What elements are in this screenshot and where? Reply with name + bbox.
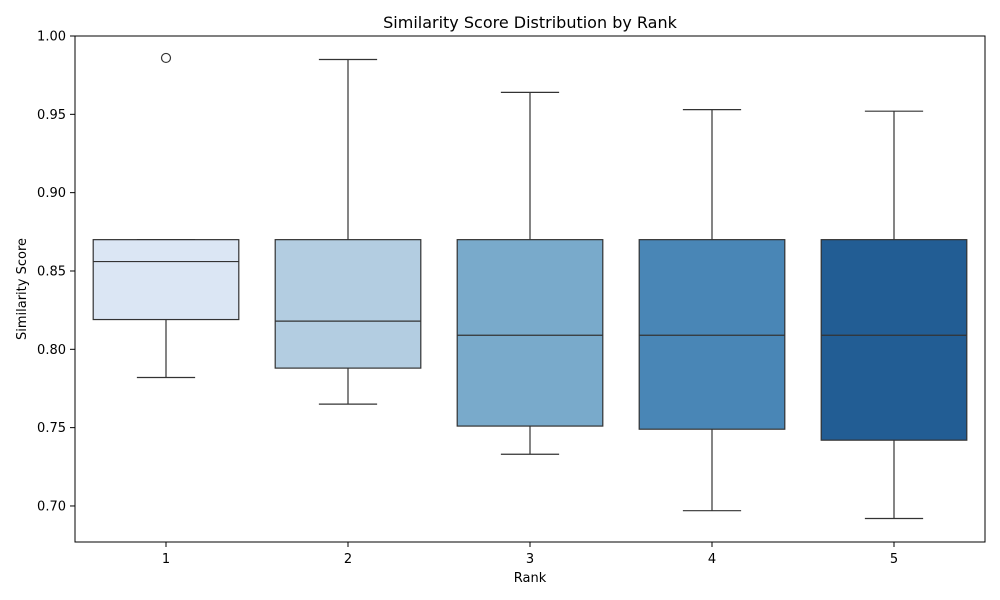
x-axis-label: Rank [514,571,547,586]
box-group-rank-2 [274,58,422,405]
x-axis: 1 2 3 4 5 [162,542,898,567]
box [456,239,604,427]
y-tick-label: 0.80 [37,343,66,358]
y-tick-label: 0.75 [37,421,66,436]
box-group-rank-4 [638,109,786,512]
plot-area [92,52,968,520]
x-tick-label: 1 [162,552,170,567]
y-axis-label: Similarity Score [15,238,30,340]
box-group-rank-3 [456,91,604,455]
y-tick-label: 0.85 [37,264,66,279]
box [274,239,422,369]
x-tick-label: 2 [344,552,352,567]
x-tick-label: 4 [708,552,716,567]
box-group-rank-1 [92,52,240,379]
y-tick-label: 0.95 [37,108,66,123]
chart-title: Similarity Score Distribution by Rank [383,13,677,32]
box-group-rank-5 [820,110,968,520]
outlier-point [160,52,172,64]
x-tick-label: 3 [526,552,534,567]
box [638,239,786,430]
y-tick-label: 1.00 [37,30,66,45]
box [92,239,240,321]
x-tick-label: 5 [890,552,898,567]
y-tick-label: 0.90 [37,186,66,201]
y-axis: 0.70 0.75 0.80 0.85 0.90 0.95 1.00 [37,30,75,514]
box [820,239,968,441]
y-tick-label: 0.70 [37,499,66,514]
